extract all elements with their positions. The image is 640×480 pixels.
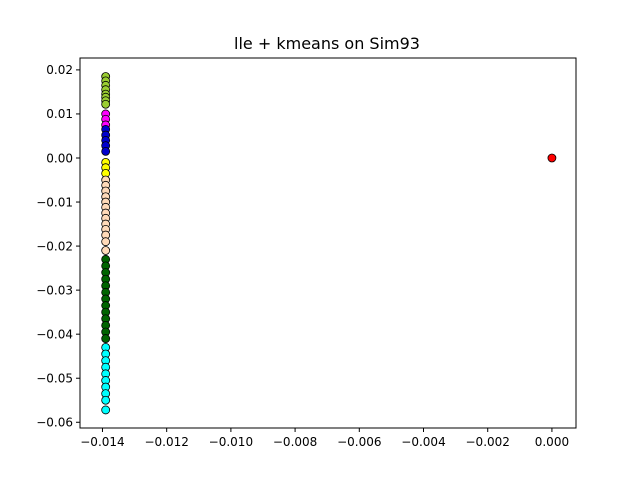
data-point	[101, 146, 111, 156]
y-tick-label: 0.02	[46, 63, 73, 77]
y-tick-label: −0.02	[36, 239, 73, 253]
data-point	[101, 395, 111, 405]
y-tick-label: 0.00	[46, 151, 73, 165]
y-tick-label: −0.05	[36, 372, 73, 386]
y-tick-label: −0.01	[36, 195, 73, 209]
y-tick-label: −0.03	[36, 283, 73, 297]
y-tick-label: 0.01	[46, 107, 73, 121]
x-tick-label: −0.004	[401, 435, 445, 449]
y-axis-ticks: 0.02 0.01 0.00 −0.01 −0.02 −0.03 −0.04 −0.05 −0.…	[36, 63, 80, 430]
x-axis-ticks: −0.014 −0.012 −0.010 −0.008 −0.006 −0.004 −0.0…	[80, 428, 569, 449]
x-tick-label: −0.014	[80, 435, 124, 449]
x-tick-label: −0.006	[337, 435, 381, 449]
y-tick-label: −0.04	[36, 327, 73, 341]
x-tick-label: −0.012	[144, 435, 188, 449]
x-tick-label: −0.002	[466, 435, 510, 449]
x-tick-label: −0.008	[273, 435, 317, 449]
data-point	[101, 246, 111, 255]
data-point	[547, 153, 557, 163]
data-point	[101, 237, 111, 247]
chart-title: lle + kmeans on Sim93	[234, 34, 420, 53]
data-point	[101, 334, 111, 343]
data-point	[101, 405, 111, 415]
y-tick-label: −0.06	[36, 416, 73, 430]
x-tick-label: 0.000	[535, 435, 569, 449]
plot-frame	[79, 57, 577, 429]
x-tick-label: −0.010	[209, 435, 253, 449]
points-layer	[101, 72, 557, 415]
data-point	[101, 99, 111, 109]
